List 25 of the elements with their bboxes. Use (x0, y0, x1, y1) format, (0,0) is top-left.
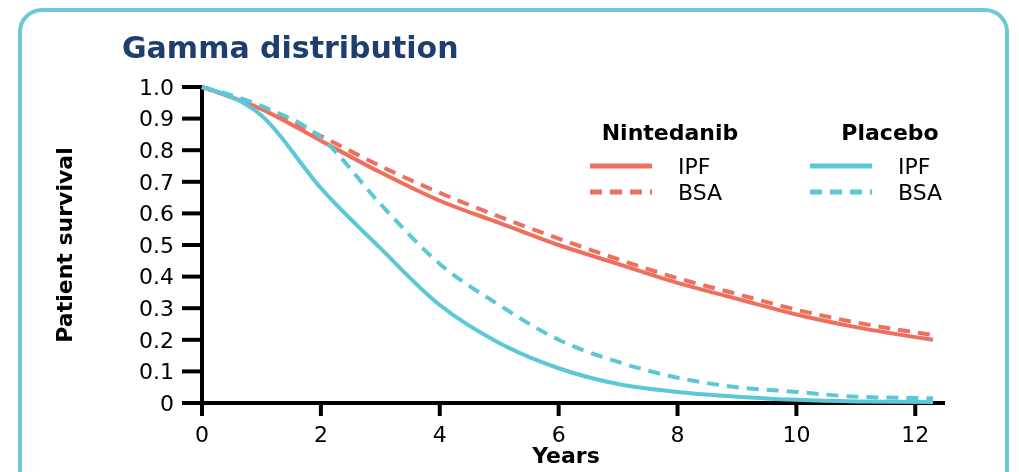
y-tick-label: 0 (160, 390, 174, 416)
y-tick-label: 0.5 (139, 232, 174, 258)
x-tick-label: 10 (782, 422, 811, 447)
y-axis-title: Patient survival (52, 147, 77, 343)
y-tick-label: 0.6 (139, 201, 174, 227)
legend-label: IPF (678, 153, 711, 179)
y-tick-label: 0.1 (139, 359, 174, 385)
x-tick-label: 4 (432, 422, 447, 447)
annotation: Nintedanib (601, 120, 739, 145)
annotation: Placebo (841, 120, 939, 145)
legend-label: BSA (898, 179, 943, 205)
y-tick-label: 1.0 (139, 74, 174, 100)
x-tick-label: 0 (195, 422, 209, 447)
y-tick-label: 0.9 (139, 106, 174, 132)
y-tick-label: 0.3 (139, 295, 174, 321)
x-tick-label: 2 (313, 422, 328, 447)
y-tick-label: 0.2 (139, 327, 174, 353)
x-tick-label: 12 (901, 422, 930, 447)
y-tick-label: 0.7 (139, 169, 174, 195)
y-tick-label: 0.4 (139, 264, 174, 290)
chart-title: Gamma distribution (122, 30, 459, 65)
x-tick-label: 8 (670, 422, 685, 447)
legend-label: IPF (898, 153, 931, 179)
legend-label: BSA (678, 179, 723, 205)
y-tick-label: 0.8 (139, 137, 174, 163)
